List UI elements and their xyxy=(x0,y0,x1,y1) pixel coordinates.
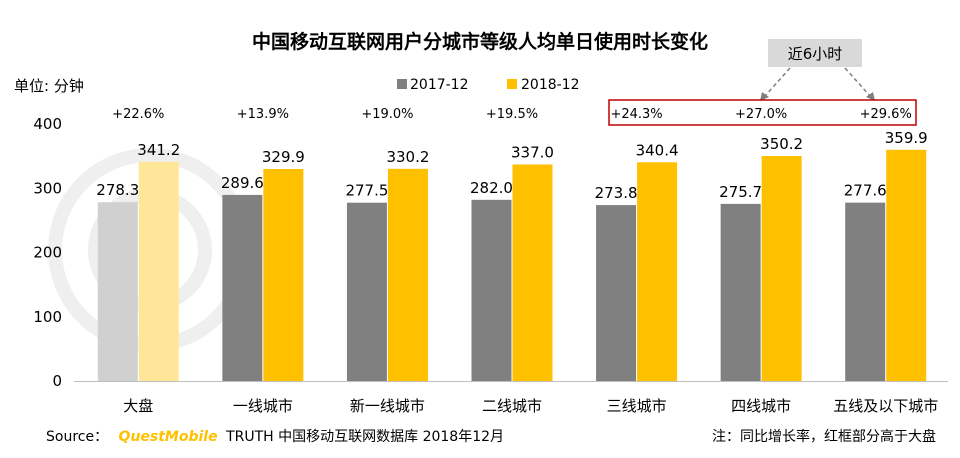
legend-label-2018: 2018-12 xyxy=(521,77,580,93)
legend-swatch-2018 xyxy=(507,79,517,89)
x-tick-label: 二线城市 xyxy=(482,397,542,415)
data-label: 278.3 xyxy=(96,181,139,199)
x-tick-label: 大盘 xyxy=(123,397,153,415)
data-label: 277.6 xyxy=(844,182,887,200)
bar-2017-12 xyxy=(346,202,387,381)
category-group: 277.6 359.9 xyxy=(844,129,928,381)
data-label: 289.6 xyxy=(221,174,264,192)
growth-label: +13.9% xyxy=(237,107,289,122)
highlight-box xyxy=(608,99,917,126)
category-group: 273.8 340.4 xyxy=(595,141,679,381)
data-label: 275.7 xyxy=(719,183,762,201)
x-tick-label: 三线城市 xyxy=(607,397,667,415)
data-label: 282.0 xyxy=(470,179,513,197)
data-label: 329.9 xyxy=(262,148,305,166)
data-label: 273.8 xyxy=(595,184,638,202)
callout-arrowhead-right xyxy=(866,92,875,101)
y-axis: 0 100 200 300 400 xyxy=(33,115,62,390)
growth-labels: +22.6% +13.9% +19.0% +19.5% +24.3% +27.0% +29.… xyxy=(112,107,912,122)
legend-swatch-2017 xyxy=(397,79,407,89)
callout-arrowhead-left xyxy=(760,92,769,101)
growth-label: +29.6% xyxy=(860,107,912,122)
growth-label: +19.5% xyxy=(486,107,538,122)
source-rest: TRUTH 中国移动互联网数据库 2018年12月 xyxy=(225,429,504,445)
x-tick-label: 五线及以下城市 xyxy=(833,397,938,415)
y-axis-label: 单位: 分钟 xyxy=(14,77,84,95)
callout-arrow-right xyxy=(844,67,871,97)
chart-title: 中国移动互联网用户分城市等级人均单日使用时长变化 xyxy=(252,30,708,53)
bar-2017-12 xyxy=(720,203,761,381)
category-group: 275.7 350.2 xyxy=(719,135,803,381)
y-tick-label: 400 xyxy=(33,115,62,133)
category-group: 277.5 330.2 xyxy=(345,148,429,381)
bars: 278.3 341.2 289.6 329.9 277.5 330.2 282.0 337.0… xyxy=(96,129,928,381)
data-label: 350.2 xyxy=(760,135,803,153)
y-tick-label: 300 xyxy=(33,179,62,197)
x-tick-label: 一线城市 xyxy=(233,397,293,415)
bar-2017-12 xyxy=(97,202,138,381)
data-label: 330.2 xyxy=(386,148,429,166)
source-prefix: Source： xyxy=(46,429,108,445)
note: 注：同比增长率，红框部分高于大盘 xyxy=(712,428,936,445)
data-label: 341.2 xyxy=(137,141,180,159)
growth-label: +22.6% xyxy=(112,107,164,122)
callout-box xyxy=(768,39,862,67)
data-label: 277.5 xyxy=(345,182,388,200)
bar-2018-12 xyxy=(761,155,802,381)
x-axis: 大盘 一线城市 新一线城市 二线城市 三线城市 四线城市 五线及以下城市 xyxy=(74,381,948,415)
source-line: Source： QuestMobile TRUTH 中国移动互联网数据库 201… xyxy=(46,429,504,445)
data-label: 337.0 xyxy=(511,143,554,161)
callout-label: 近6小时 xyxy=(788,45,843,63)
x-tick-label: 新一线城市 xyxy=(350,397,425,415)
callout-arrow-left xyxy=(764,67,791,97)
growth-label: +19.0% xyxy=(361,107,413,122)
category-group: 278.3 341.2 xyxy=(96,141,180,381)
y-tick-label: 200 xyxy=(33,244,62,262)
category-group: 289.6 329.9 xyxy=(221,148,305,381)
bar-2018-12 xyxy=(886,149,927,381)
bar-2017-12 xyxy=(471,199,512,381)
bar-2017-12 xyxy=(596,205,637,381)
growth-label: +27.0% xyxy=(735,107,787,122)
bar-2018-12 xyxy=(387,168,428,381)
bar-2018-12 xyxy=(138,161,179,381)
bar-2017-12 xyxy=(845,202,886,381)
y-tick-label: 100 xyxy=(33,308,62,326)
x-tick-label: 四线城市 xyxy=(731,397,791,415)
bar-2018-12 xyxy=(263,169,304,381)
growth-label: +24.3% xyxy=(610,107,662,122)
bar-2017-12 xyxy=(222,194,263,381)
source-brand: QuestMobile xyxy=(119,429,218,445)
legend: 2017-12 2018-12 xyxy=(397,77,580,93)
bar-2018-12 xyxy=(512,164,553,381)
legend-label-2017: 2017-12 xyxy=(410,77,469,93)
y-tick-label: 0 xyxy=(52,372,62,390)
callout: 近6小时 xyxy=(760,39,875,101)
data-label: 359.9 xyxy=(885,129,928,147)
data-label: 340.4 xyxy=(636,141,679,159)
bar-2018-12 xyxy=(637,162,678,381)
category-group: 282.0 337.0 xyxy=(470,143,554,381)
